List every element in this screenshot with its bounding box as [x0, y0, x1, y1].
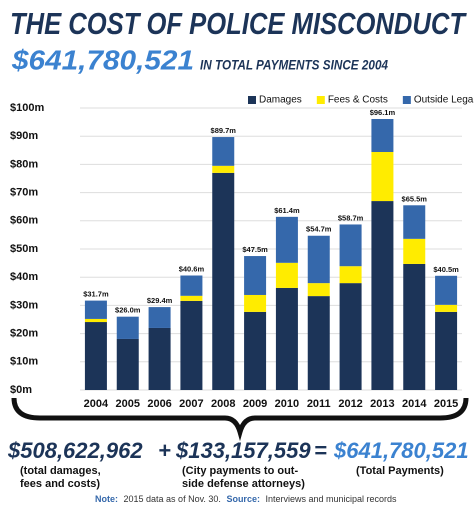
y-tick-label: $90m [10, 130, 38, 142]
bar-segment [212, 172, 235, 390]
bar-segment [403, 263, 426, 390]
bar-segment [307, 235, 330, 284]
x-tick-label: 2013 [370, 398, 394, 410]
brace [11, 397, 469, 442]
x-tick-label: 2009 [243, 398, 267, 410]
total-label: $65.5m [402, 194, 428, 203]
legend-label: Fees & Costs [328, 95, 388, 106]
y-tick-label: $60m [10, 215, 38, 227]
total-label: $54.7m [306, 225, 332, 234]
source-label: Source: [226, 494, 260, 504]
plot [80, 107, 462, 391]
bar-segment [180, 275, 203, 296]
bar-segment [212, 137, 235, 166]
bar-segment [435, 311, 458, 390]
total-caption: (Total Payments) [356, 465, 444, 477]
y-tick-label: $50m [10, 243, 38, 255]
bar-segment [275, 216, 298, 263]
bar-segment [212, 165, 235, 173]
bar-segment [371, 118, 394, 152]
y-tick-label: $0m [10, 384, 32, 396]
damages-caption: fees and costs) [20, 478, 100, 490]
x-tick-label: 2005 [116, 398, 140, 410]
total-label: $89.7m [211, 126, 237, 135]
note-label: Note: [95, 494, 118, 504]
legend-swatch [316, 96, 325, 104]
x-tick-label: 2007 [179, 398, 203, 410]
bar-segment [371, 201, 394, 390]
subtitle-amount: $641,780,521 [11, 44, 194, 75]
summary: $508,622,962 (total damages, fees and co… [7, 438, 469, 490]
bar-segment [403, 238, 426, 264]
x-tick-label: 2010 [275, 398, 299, 410]
total-label: $58.7m [338, 213, 364, 222]
bar-segment [403, 205, 426, 239]
bar-segment [148, 307, 171, 328]
bar-segment [244, 294, 267, 312]
bar-segment [84, 318, 107, 323]
bar-segment [244, 311, 267, 390]
legend-label: Outside Legal [414, 95, 474, 106]
note: 2015 data as of Nov. 30. [124, 494, 221, 504]
bar-segment [435, 304, 458, 312]
outside-amount: $133,157,559 [175, 438, 311, 463]
legend-label: Damages [259, 95, 302, 106]
outside-caption: (City payments to out- [182, 465, 298, 477]
y-tick-label: $10m [10, 356, 38, 368]
damages-amount: $508,622,962 [7, 438, 143, 463]
bar-segment [180, 295, 203, 301]
y-tick-label: $80m [10, 158, 38, 170]
total-amount: $641,780,521 [333, 438, 469, 463]
plus: + [158, 438, 171, 463]
y-tick-label: $70m [10, 187, 38, 199]
x-tick-label: 2015 [434, 398, 458, 410]
bar-segment [180, 300, 203, 390]
bar-segment [275, 262, 298, 288]
subtitle-text: in total payments since 2004 [200, 57, 388, 73]
total-label: $40.6m [179, 264, 205, 273]
footer: Note: 2015 data as of Nov. 30. Source: I… [95, 494, 397, 504]
bar-segment [435, 275, 458, 305]
y-tick-label: $30m [10, 299, 38, 311]
total-label: $40.5m [433, 265, 459, 274]
bar-segment [116, 338, 139, 390]
outside-caption: side defense attorneys) [182, 478, 305, 490]
x-tick-label: 2008 [211, 398, 235, 410]
bar-segment [371, 151, 394, 202]
y-tick-label: $40m [10, 271, 38, 283]
bar-segment [84, 300, 107, 319]
total-label: $31.7m [83, 290, 109, 299]
x-tick-label: 2012 [338, 398, 362, 410]
bar-segment [84, 322, 107, 390]
bar-segment [339, 266, 362, 284]
total-label: $26.0m [115, 306, 141, 315]
bar-segment [244, 256, 267, 295]
legend-swatch [402, 96, 411, 104]
x-tick-label: 2006 [147, 398, 171, 410]
bar-segment [339, 283, 362, 390]
source: Interviews and municipal records [265, 494, 397, 504]
bar-segment [339, 224, 362, 267]
equals: = [314, 438, 327, 463]
bar-segment [275, 287, 298, 390]
x-tick-label: 2004 [84, 398, 109, 410]
bar-segment [307, 283, 330, 297]
x-tick-label: 2011 [307, 398, 331, 410]
x-tick-label: 2014 [402, 398, 427, 410]
bar-segment [307, 296, 330, 390]
total-label: $61.4m [274, 206, 300, 215]
legend-swatch [248, 96, 256, 104]
chart-title: The Cost of Police Misconduct [10, 6, 468, 41]
total-label: $96.1m [370, 108, 396, 117]
total-label: $47.5m [242, 245, 268, 254]
y-tick-label: $100m [10, 102, 44, 114]
damages-caption: (total damages, [20, 465, 101, 477]
total-label: $29.4m [147, 296, 173, 305]
bar-segment [148, 327, 171, 390]
y-tick-label: $20m [10, 328, 38, 340]
bar-segment [116, 316, 139, 339]
